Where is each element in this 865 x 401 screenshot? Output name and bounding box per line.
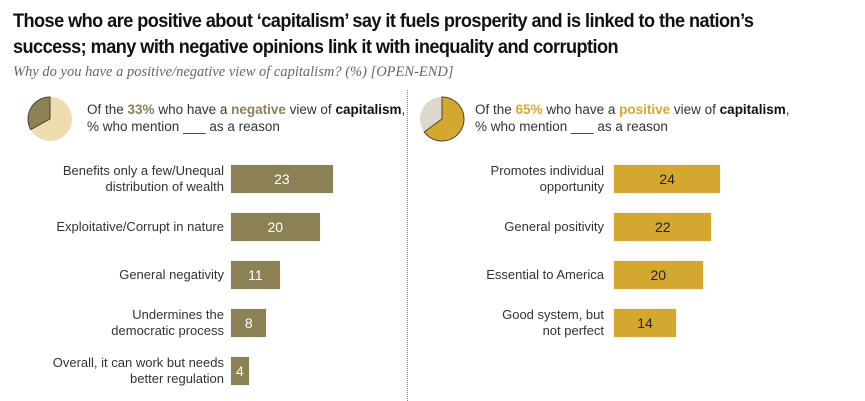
- category-label: Exploitative/Corrupt in nature: [56, 219, 224, 234]
- intro-subject: capitalism: [719, 102, 786, 117]
- category-label: General negativity: [119, 267, 224, 282]
- bar-value-label: 20: [267, 219, 284, 235]
- bar: 20: [614, 261, 703, 289]
- chart-title: Those who are positive about ‘capitalism…: [13, 10, 754, 58]
- panel-divider: [407, 90, 408, 401]
- negative-share-pie: [27, 96, 72, 141]
- bar-value-label: 4: [235, 363, 244, 379]
- intro-line2: % who mention ___ as a reason: [475, 119, 668, 134]
- category-label: Overall, it can work but needs better re…: [52, 355, 224, 386]
- pie-negative-slice: [27, 96, 51, 131]
- chart-subtitle: Why do you have a positive/negative view…: [13, 64, 454, 80]
- bar-value-label: 23: [274, 171, 290, 187]
- bar-value-label: 22: [654, 219, 671, 235]
- intro-text: ,: [785, 102, 790, 117]
- bar: 14: [614, 309, 677, 337]
- positive-share-pie: [420, 96, 465, 142]
- intro-view: positive: [619, 102, 671, 117]
- bar: 20: [231, 213, 320, 241]
- intro-share: 65%: [515, 102, 543, 117]
- intro-line2: % who mention ___ as a reason: [87, 119, 280, 134]
- bar: 22: [614, 213, 712, 241]
- bar-value-label: 20: [650, 267, 667, 283]
- intro-text: Of the: [475, 102, 516, 117]
- bar: 24: [614, 165, 721, 193]
- category-label: Essential to America: [486, 267, 604, 282]
- intro-text: who have a: [154, 102, 232, 117]
- category-label: Promotes individual opportunity: [490, 163, 604, 194]
- intro-text: who have a: [542, 102, 620, 117]
- intro-text: Of the: [87, 102, 128, 117]
- category-label: Good system, but not perfect: [502, 307, 604, 338]
- intro-text: view of: [670, 102, 720, 117]
- intro-share: 33%: [127, 102, 155, 117]
- bar: 23: [231, 165, 333, 193]
- bar-value-label: 14: [637, 315, 653, 331]
- positive-intro: Of the 65% who have a positive view of c…: [475, 101, 789, 135]
- category-label: Undermines the democratic process: [111, 307, 224, 338]
- bar-value-label: 8: [244, 315, 253, 331]
- bar-value-label: 11: [248, 267, 263, 283]
- negative-intro: Of the 33% who have a negative view of c…: [87, 101, 405, 135]
- bar: 11: [231, 261, 280, 289]
- intro-text: view of: [285, 102, 336, 117]
- intro-view: negative: [231, 102, 286, 117]
- bar: 8: [231, 309, 267, 337]
- bar: 4: [231, 357, 249, 385]
- bar-value-label: 24: [659, 171, 675, 187]
- intro-subject: capitalism: [335, 102, 402, 117]
- category-label: General positivity: [504, 219, 604, 234]
- category-label: Benefits only a few/Unequal distribution…: [62, 163, 224, 194]
- pie-positive-slice: [423, 96, 465, 142]
- intro-text: ,: [401, 102, 406, 117]
